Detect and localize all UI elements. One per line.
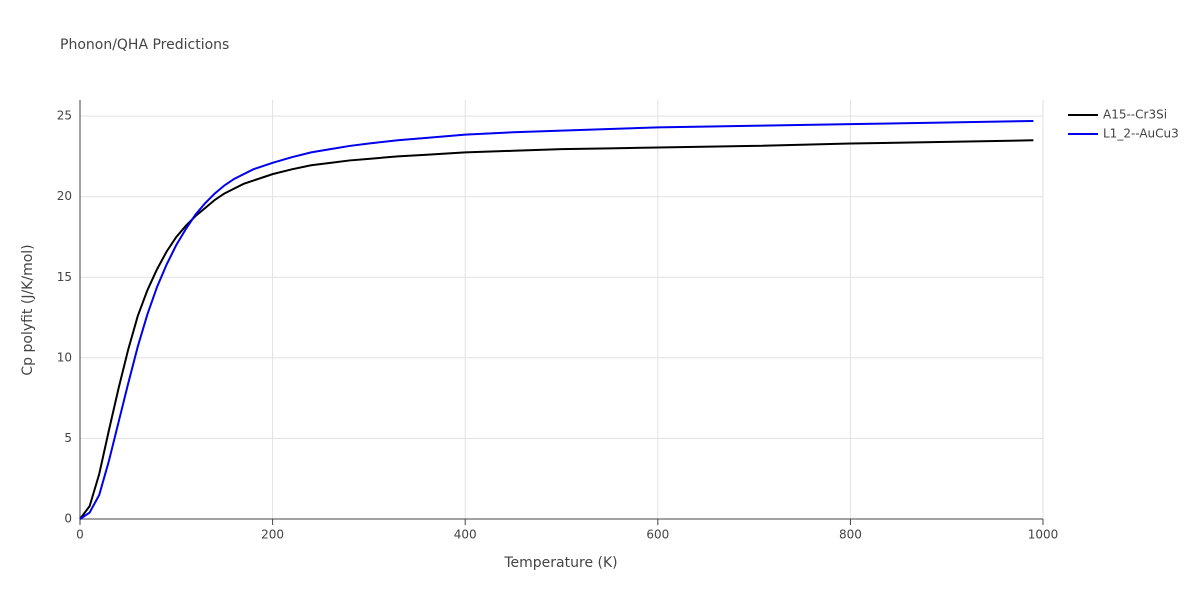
legend-label: L1_2--AuCu3 — [1103, 127, 1179, 141]
y-tick-label: 25 — [57, 109, 72, 123]
series-line — [79, 119, 1034, 520]
x-tick-label: 800 — [839, 528, 862, 542]
x-tick-label: 0 — [76, 528, 84, 542]
chart-title: Phonon/QHA Predictions — [60, 37, 229, 53]
x-axis-label: Temperature (K) — [503, 555, 617, 571]
y-tick-label: 0 — [64, 512, 72, 526]
y-tick-label: 10 — [57, 350, 72, 364]
x-tick-label: 200 — [261, 528, 284, 542]
y-tick-label: 15 — [57, 270, 72, 284]
y-axis-label: Cp polyfit (J/K/mol) — [20, 244, 36, 375]
x-tick-label: 1000 — [1028, 528, 1059, 542]
series-line — [79, 139, 1034, 520]
y-tick-label: 20 — [57, 189, 72, 203]
x-tick-label: 600 — [646, 528, 669, 542]
y-tick-label: 5 — [64, 431, 72, 445]
x-tick-label: 400 — [454, 528, 477, 542]
legend-label: A15--Cr3Si — [1103, 108, 1167, 122]
